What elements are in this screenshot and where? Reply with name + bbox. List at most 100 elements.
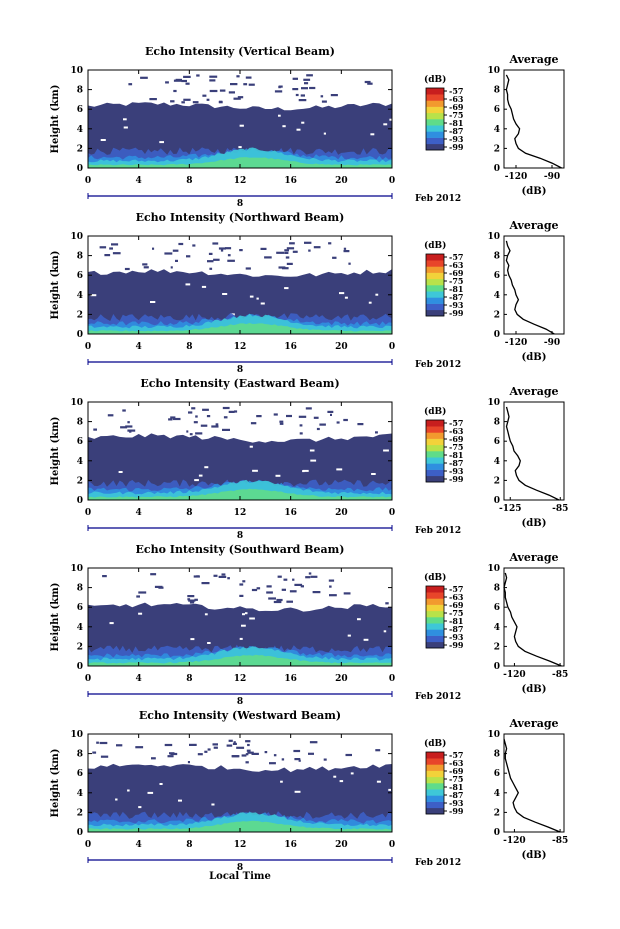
echo-gap <box>201 285 207 288</box>
colorbar-swatch <box>426 278 444 286</box>
y-tick-label: 4 <box>77 457 83 467</box>
echo-cell <box>281 588 286 591</box>
colorbar-swatch <box>426 770 444 778</box>
colorbar-swatch <box>426 641 444 649</box>
echo-cell <box>246 749 251 752</box>
colorbar-swatch <box>426 604 444 612</box>
echo-gap <box>339 292 345 295</box>
colorbar-tick-label: -57 <box>449 750 463 760</box>
colorbar-swatch <box>426 598 444 605</box>
echo-gap <box>260 302 265 305</box>
colorbar-swatch <box>426 94 444 101</box>
echo-cell <box>292 578 295 581</box>
echo-cell <box>187 598 191 601</box>
average-profile-line <box>505 74 562 169</box>
x-tick-label: 8 <box>186 674 192 684</box>
average-frame <box>503 69 565 169</box>
average-y-tick-label: 2 <box>494 642 500 652</box>
average-y-tick-label: 4 <box>494 789 500 799</box>
average-y-tick-label: 6 <box>494 437 500 447</box>
colorbar-swatch <box>426 451 444 458</box>
colorbar-tick-label: -63 <box>449 94 464 104</box>
day-bar-ends <box>87 359 393 365</box>
echo-cell <box>245 740 251 743</box>
y-tick-label: 10 <box>70 564 83 574</box>
echo-cell <box>204 750 208 753</box>
echo-cell <box>222 406 230 410</box>
colorbar-tick-label: -57 <box>449 418 463 428</box>
y-tick-label: 10 <box>70 66 83 76</box>
echo-cell <box>107 414 114 417</box>
echo-gap <box>249 295 254 298</box>
echo-cell <box>245 76 252 79</box>
echo-cell <box>247 743 250 747</box>
echo-cell <box>289 242 295 245</box>
echo-gap <box>127 789 130 792</box>
panel-title: Echo Intensity (Vertical Beam) <box>145 45 335 58</box>
echo-cell <box>306 74 313 77</box>
colorbar-tick-label: -87 <box>449 292 463 302</box>
panel-5: Echo Intensity (Westward Beam) 0 2 4 6 8 10 0 4 8… <box>50 709 568 873</box>
x-tick-label: 4 <box>136 840 142 850</box>
colorbar-tick-label: -87 <box>449 126 463 136</box>
average-frame <box>503 567 565 667</box>
echo-cell <box>308 572 312 575</box>
echo-cell <box>223 416 228 419</box>
echo-cell <box>192 244 196 247</box>
echo-cell <box>329 585 332 588</box>
echo-cell <box>375 431 378 434</box>
echo-cell <box>260 247 267 250</box>
panel-title: Echo Intensity (Southward Beam) <box>136 543 345 556</box>
colorbar-frame <box>425 585 445 649</box>
echo-cell <box>236 746 245 749</box>
average-y-tick-label: 4 <box>494 457 500 467</box>
panel-3: Echo Intensity (Eastward Beam) 0 2 4 6 8 10 0 4 8… <box>50 377 568 541</box>
colorbar-tick-label: -93 <box>449 134 464 144</box>
echo-cell <box>213 258 220 261</box>
average-y-tick-label: 6 <box>494 271 500 281</box>
average-y-tick-label: 10 <box>487 398 500 408</box>
echo-cell <box>206 98 210 101</box>
echo-cell <box>220 249 224 252</box>
echo-cell <box>268 597 276 600</box>
average-y-tick-label: 2 <box>494 476 500 486</box>
echo-cell <box>251 588 258 592</box>
echo-cell <box>92 751 97 754</box>
echo-cell <box>102 575 107 578</box>
echo-cell <box>164 252 173 255</box>
echo-cell <box>202 94 207 97</box>
echo-cell <box>250 422 257 425</box>
x-tick-label: 0 <box>85 176 91 186</box>
colorbar-tick-label: -93 <box>449 632 464 642</box>
colorbar-tick-label: -81 <box>449 616 463 626</box>
echo-cell <box>120 426 128 429</box>
echo-cell <box>193 421 198 424</box>
average-y-tick-label: 0 <box>494 496 500 506</box>
colorbar-frame <box>425 87 445 151</box>
colorbar-tick-label: -75 <box>449 110 463 120</box>
echo-cell <box>304 241 312 244</box>
echo-cell <box>312 591 321 594</box>
y-tick-label: 8 <box>77 584 83 594</box>
echo-gap <box>100 139 106 141</box>
echo-cell <box>329 594 337 597</box>
echo-cell <box>219 89 226 92</box>
echo-gap <box>241 624 246 627</box>
colorbar-swatch <box>426 303 444 311</box>
echo-cell <box>209 89 218 93</box>
y-tick-label: 8 <box>77 86 83 96</box>
echo-cell <box>167 755 174 758</box>
echo-cell <box>245 753 249 756</box>
colorbar-swatch <box>426 475 444 483</box>
y-tick-label: 4 <box>77 125 83 135</box>
y-axis-label: Height (km) <box>50 85 61 154</box>
echo-cell <box>343 247 347 250</box>
echo-cell <box>286 600 293 603</box>
average-y-tick-label: 4 <box>494 125 500 135</box>
echo-cell <box>211 425 219 428</box>
colorbar-swatch <box>426 758 444 765</box>
colorbar-tick-label: -81 <box>449 284 463 294</box>
date-label: Feb 2012 <box>415 194 461 204</box>
echo-gap <box>301 121 305 124</box>
average-y-tick-label: 8 <box>494 418 500 428</box>
